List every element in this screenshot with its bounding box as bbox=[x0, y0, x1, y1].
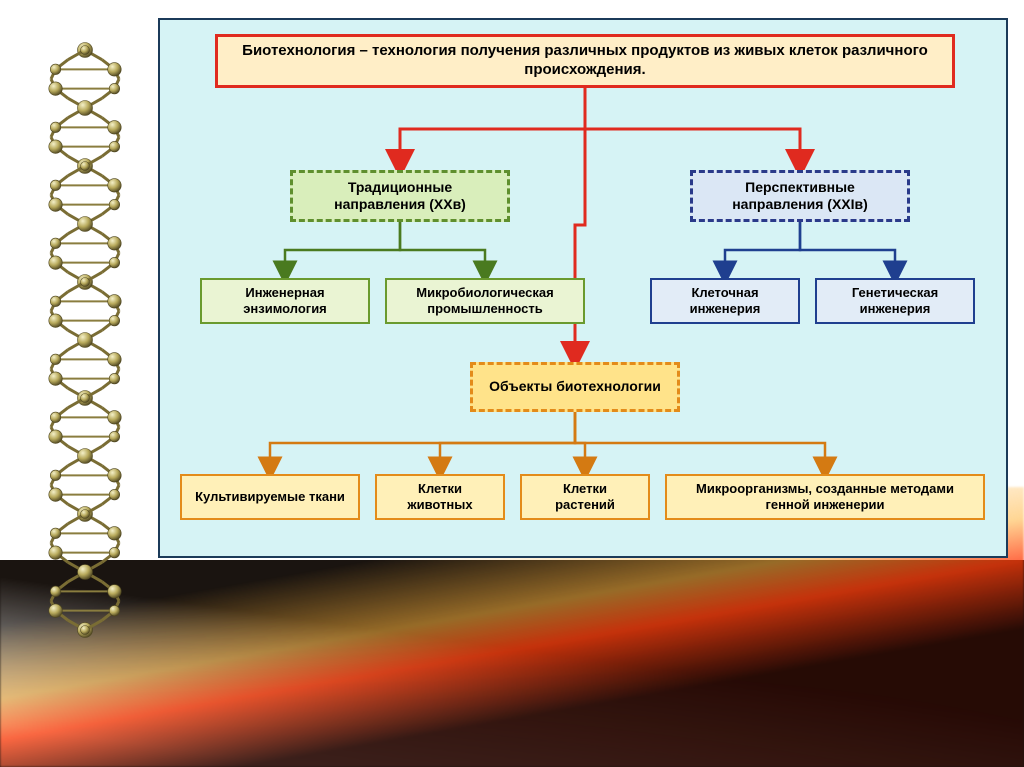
dna-decoration bbox=[20, 30, 150, 650]
arrow-persp-cell bbox=[725, 222, 800, 278]
node-plant: Клетки растений bbox=[520, 474, 650, 520]
arrow-trad-enz bbox=[285, 222, 400, 278]
arrow-root-trad bbox=[400, 88, 585, 170]
node-persp: Перспективные направления (XXIв) bbox=[690, 170, 910, 222]
node-anim: Клетки животных bbox=[375, 474, 505, 520]
arrow-obj-mo bbox=[575, 412, 825, 474]
arrow-persp-gen bbox=[800, 222, 895, 278]
node-trad: Традиционные направления (XXв) bbox=[290, 170, 510, 222]
arrow-obj-tkani bbox=[270, 412, 575, 474]
arrow-trad-micro bbox=[400, 222, 485, 278]
arrow-obj-anim bbox=[440, 412, 575, 474]
node-enz: Инженерная энзимология bbox=[200, 278, 370, 324]
arrow-obj-plant bbox=[575, 412, 585, 474]
node-obj: Объекты биотехнологии bbox=[470, 362, 680, 412]
arrow-root-persp bbox=[585, 88, 800, 170]
node-tkani: Культивируемые ткани bbox=[180, 474, 360, 520]
node-root: Биотехнология – технология получения раз… bbox=[215, 34, 955, 88]
node-gen: Генетическая инженерия bbox=[815, 278, 975, 324]
slide: Биотехнология – технология получения раз… bbox=[0, 0, 1024, 767]
flowchart: Биотехнология – технология получения раз… bbox=[158, 18, 1008, 558]
node-micro: Микробиологическая промышленность bbox=[385, 278, 585, 324]
node-cell: Клеточная инженерия bbox=[650, 278, 800, 324]
node-mo: Микроорганизмы, созданные методами генно… bbox=[665, 474, 985, 520]
